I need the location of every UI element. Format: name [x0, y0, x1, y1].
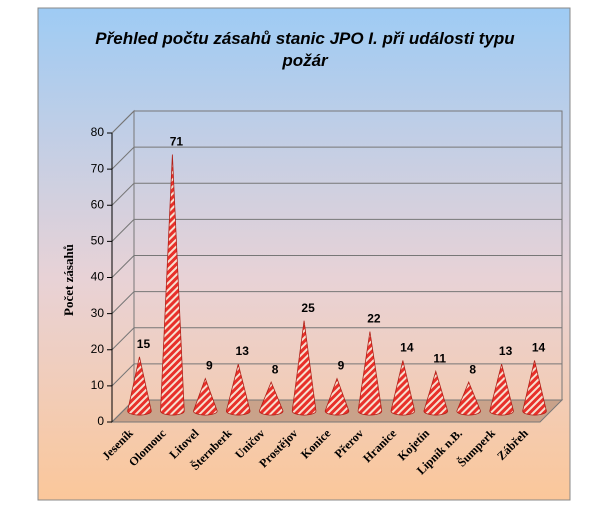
grid-line: [111, 110, 562, 134]
value-label: 9: [338, 359, 345, 373]
grid-line: [111, 255, 562, 278]
value-label: 13: [499, 344, 513, 358]
cone: [324, 377, 350, 416]
cone: [456, 381, 481, 416]
cone: [193, 377, 218, 416]
grid-line: [111, 182, 562, 206]
y-tick-label: 20: [91, 342, 105, 356]
value-label: 15: [137, 337, 151, 351]
value-label: 71: [170, 135, 184, 149]
grid-line: [111, 218, 562, 242]
value-label: 8: [272, 362, 279, 376]
cone: [357, 331, 383, 416]
grid-line: [111, 327, 562, 351]
cone: [390, 360, 416, 416]
cone: [225, 363, 251, 416]
y-tick-label: 50: [91, 234, 105, 248]
y-tick-label: 40: [91, 270, 105, 284]
cone: [258, 381, 284, 416]
chart-title: Přehled počtu zásahů stanic JPO I. při u…: [95, 29, 515, 70]
value-label: 11: [433, 351, 446, 365]
value-label: 14: [532, 341, 546, 355]
y-tick-label: 0: [97, 414, 104, 428]
value-label: 9: [206, 359, 213, 373]
value-label: 25: [301, 301, 315, 315]
value-label: 14: [400, 341, 414, 355]
y-tick-label: 80: [91, 125, 105, 139]
y-tick-label: 30: [91, 306, 105, 320]
grid-line: [111, 291, 562, 314]
y-tick-label: 60: [91, 197, 105, 211]
cone: [522, 360, 547, 416]
cone: [160, 154, 185, 416]
grid-line: [111, 363, 562, 387]
value-label: 22: [367, 312, 381, 326]
grid-line: [111, 146, 562, 170]
cone: [423, 369, 449, 416]
chart-background: [37, 7, 571, 501]
cone: [291, 320, 317, 416]
value-label: 13: [236, 344, 250, 358]
cone: [489, 363, 514, 416]
value-label: 8: [469, 362, 476, 376]
y-tick-label: 10: [91, 378, 105, 392]
y-axis-label: Počet zásahů: [61, 244, 76, 316]
cone: [127, 356, 152, 416]
y-tick-label: 70: [91, 161, 105, 175]
